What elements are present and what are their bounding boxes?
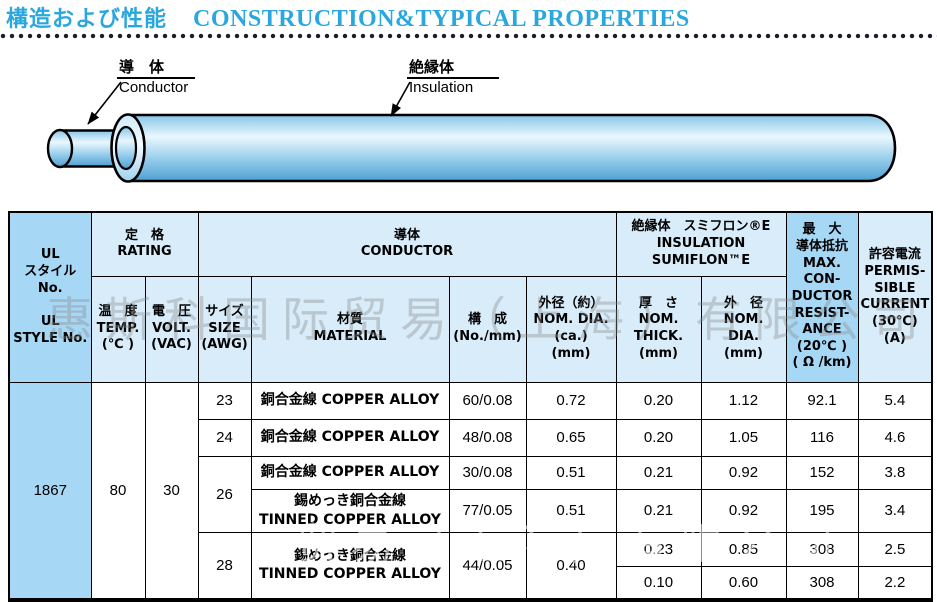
conductor-label-jp: 導 体 (117, 58, 195, 79)
cell-current: 2.5 (857, 531, 933, 567)
cell-material: 錫めっき銅合金線 TINNED COPPER ALLOY (250, 488, 450, 533)
cell-conductor-diameter: 0.51 (525, 455, 617, 490)
cell-insulation-diameter: 0.92 (700, 488, 787, 533)
insulation-leader-arrow (390, 81, 411, 117)
header-conductor-group: 導体 CONDUCTOR (197, 211, 617, 277)
conductor-leader-arrow (87, 81, 122, 125)
cell-insulation-diameter: 0.60 (700, 565, 787, 601)
cell-current: 3.4 (857, 488, 933, 533)
cell-insulation-thickness: 0.20 (615, 381, 702, 420)
cell-size: 24 (197, 418, 252, 457)
page-title-japanese: 構造および性能 (6, 7, 168, 32)
cell-insulation-diameter: 1.12 (700, 381, 787, 420)
insulation-label-jp: 絶縁体 (407, 58, 499, 79)
cell-conductor-diameter: 0.40 (525, 531, 617, 601)
cell-resistance: 195 (785, 488, 859, 533)
header-material: 材質 MATERIAL (250, 275, 450, 383)
cell-conductor-diameter: 0.65 (525, 418, 617, 457)
cell-conductor-diameter: 0.51 (525, 488, 617, 533)
header-max-conductor-resistance: 最 大 導体抵抗 MAX. CON- DUCTOR RESIST- ANCE (… (785, 211, 859, 383)
table-row: 26 銅合金線 COPPER ALLOY 30/0.08 0.51 0.21 0… (9, 455, 933, 533)
header-conductor-diameter: 外径（約） NOM. DIA.(ca.) (mm) (525, 275, 617, 383)
cell-insulation-thickness: 0.23 (615, 531, 702, 567)
cell-voltage: 30 (144, 381, 199, 601)
header-temperature: 温 度 TEMP. (℃ ) (90, 275, 146, 383)
cell-size: 26 (197, 455, 252, 533)
cell-conductor-diameter: 0.72 (525, 381, 617, 420)
table-row: 1867 80 30 23 銅合金線 COPPER ALLOY 60/0.08 … (8, 381, 933, 601)
cell-size: 28 (197, 531, 252, 601)
cell-stranding: 44/0.05 (448, 531, 527, 601)
cell-current: 5.4 (857, 381, 933, 420)
cell-resistance: 152 (785, 455, 859, 490)
cell-resistance: 92.1 (785, 381, 859, 420)
page-title: 構造および性能 CONSTRUCTION&TYPICAL PROPERTIES (6, 1, 937, 33)
cell-current: 2.2 (857, 565, 933, 601)
cell-size: 23 (197, 381, 252, 420)
cell-stranding: 48/0.08 (448, 418, 527, 457)
table-row: 0.10 0.60 308 2.2 (9, 565, 933, 601)
table-row: 24 銅合金線 COPPER ALLOY 48/0.08 0.65 0.20 1… (9, 418, 933, 457)
dotted-divider (0, 33, 937, 40)
cell-insulation-diameter: 0.92 (700, 455, 787, 490)
cell-insulation-thickness: 0.20 (615, 418, 702, 457)
cell-temperature: 80 (90, 381, 146, 601)
properties-table: UL スタイル No. UL STYLE No. 定 格 RATING 導体 C… (8, 211, 934, 602)
cell-stranding: 30/0.08 (448, 455, 527, 490)
insulation-callout: 絶縁体 Insulation (407, 58, 499, 97)
header-ul-style-no: UL スタイル No. UL STYLE No. (8, 211, 92, 383)
wire-diagram: 導 体 Conductor 絶縁体 Insulation (0, 45, 937, 211)
cell-insulation-thickness: 0.21 (615, 488, 702, 533)
wire-illustration (46, 81, 897, 183)
cell-resistance: 116 (785, 418, 859, 457)
cell-material: 銅合金線 COPPER ALLOY (250, 418, 450, 457)
table-row: 28 錫めっき銅合金線 TINNED COPPER ALLOY 44/0.05 … (9, 531, 933, 601)
header-stranding: 構 成 (No./mm) (448, 275, 527, 383)
cell-insulation-diameter: 0.85 (700, 531, 787, 567)
cell-current: 4.6 (857, 418, 933, 457)
header-rating-group: 定 格 RATING (90, 211, 199, 277)
insulation-label-en: Insulation (409, 79, 474, 96)
header-insulation-thickness: 厚 さ NOM. THICK. (mm) (615, 275, 702, 383)
cell-style-number: 1867 (8, 381, 92, 601)
cell-insulation-diameter: 1.05 (700, 418, 787, 457)
cell-stranding: 77/0.05 (448, 488, 527, 533)
header-permissible-current: 許容電流 PERMIS- SIBLE CURRENT (30℃) (A) (857, 211, 933, 383)
conductor-callout: 導 体 Conductor (117, 58, 195, 97)
cell-stranding: 60/0.08 (448, 381, 527, 420)
page-title-english: CONSTRUCTION&TYPICAL PROPERTIES (193, 6, 690, 32)
cell-resistance: 308 (785, 531, 859, 567)
conductor-label-en: Conductor (119, 79, 189, 96)
header-insulation-group: 絶縁体 スミフロン®E INSULATION SUMIFLON™E (615, 211, 787, 277)
cell-material: 銅合金線 COPPER ALLOY (250, 455, 450, 490)
cell-insulation-thickness: 0.10 (615, 565, 702, 601)
header-voltage: 電 圧 VOLT. (VAC) (144, 275, 199, 383)
cell-resistance: 308 (785, 565, 859, 601)
cell-current: 3.8 (857, 455, 933, 490)
insulation-shape (110, 113, 897, 183)
header-size-awg: サイズ SIZE (AWG) (197, 275, 252, 383)
cell-material: 錫めっき銅合金線 TINNED COPPER ALLOY (250, 531, 450, 601)
cell-material: 銅合金線 COPPER ALLOY (250, 381, 450, 420)
header-insulation-diameter: 外 径 NOM. DIA. (mm) (700, 275, 787, 383)
table-row: 錫めっき銅合金線 TINNED COPPER ALLOY 77/0.05 0.5… (9, 488, 933, 533)
cell-insulation-thickness: 0.21 (615, 455, 702, 490)
